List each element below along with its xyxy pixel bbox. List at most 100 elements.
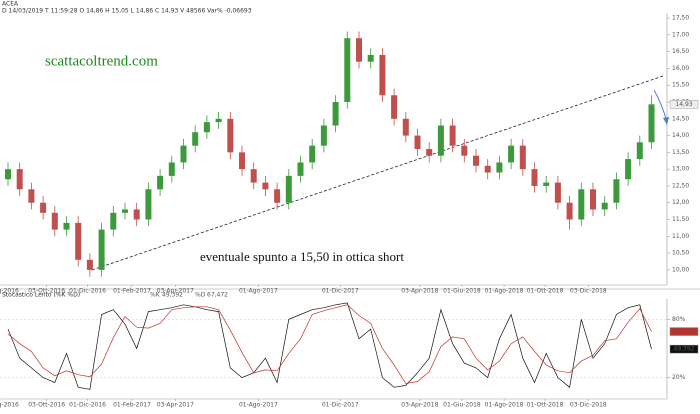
value-box-label: 49,392 [674,346,695,353]
y-tick-label: 11,00 [672,233,689,240]
y-tick-label: 80% [672,316,686,323]
candle-body [75,222,82,260]
candle-body [98,229,105,270]
x-tick-label: 01-Dic-2017 [322,288,359,295]
candle-body [239,152,245,170]
candle-body [508,145,515,163]
x-tick-label: 03-Ott-2016 [28,402,65,409]
candle-body [297,162,304,176]
x-tick-label: 01-Lug-2016 [0,402,19,409]
candle-body [461,145,468,156]
candle-body [262,182,269,190]
candle-body [531,169,538,186]
candle-body [391,95,398,119]
candle-body [367,54,374,62]
candle-body [636,142,643,160]
candle-body [613,179,620,203]
x-tick-label: 01-Ago-2018 [485,288,524,295]
y-tick-label: 14,00 [672,132,689,139]
candle-body [157,175,164,190]
candle-body [473,155,479,166]
candle-body [145,189,152,220]
candle-body [437,125,444,156]
candle-body [519,145,526,170]
y-tick-label: 17,00 [672,31,689,38]
candle-body [484,165,491,173]
x-tick-label: 01-Ago-2017 [239,288,278,295]
candle-body [648,104,655,143]
candle-body [554,182,561,203]
candle-body [578,189,585,220]
x-tick-label: 03-Apr-2017 [157,402,194,409]
y-tick-label: 10,50 [672,250,689,257]
x-tick-label: 01-Dic-2016 [69,402,106,409]
candle-body [590,189,596,210]
y-tick-label: 13,50 [672,149,689,156]
trendline [91,75,664,271]
candle-body [168,162,175,176]
x-tick-label: 01-Feb-2017 [113,402,151,409]
candle-body [344,38,351,102]
candle-body [215,118,222,123]
stoch-title: Stocastico Lento (%K %D) [2,292,80,299]
x-tick-label: 01-Giu-2018 [443,402,481,409]
y-tick-label: 17,50 [672,15,689,22]
y-tick-label: 15,50 [672,82,689,89]
candle-body [625,159,632,180]
candle-body [40,202,47,213]
x-tick-label: 01-Dic-2016 [69,288,106,295]
candle-body [250,169,257,183]
y-tick-label: 10,00 [672,266,689,273]
candle-body [414,135,421,149]
candle-body [402,118,409,136]
candle-body [16,169,23,190]
candle-body [122,209,128,213]
y-tick-label: 20% [672,374,686,381]
candle-body [496,162,503,173]
y-tick-label: 13,00 [672,166,689,173]
y-tick-label: 16,50 [672,48,689,55]
x-tick-label: 01-Ago-2018 [485,402,524,409]
x-tick-label: 03-Apr-2018 [401,288,438,295]
stoch-line [7,302,652,390]
candle-body [51,212,58,230]
candle-body [133,209,140,220]
y-tick-label: 16,00 [672,65,689,72]
y-tick-label: 12,50 [672,182,689,189]
candle-body [274,189,281,203]
legend-value: 49,392 [162,292,183,299]
chart-title: ACEA [2,1,19,8]
candle-body [28,189,35,203]
candle-body [180,145,187,163]
x-tick-label: 01-Ott-2018 [527,402,564,409]
x-tick-label: 01-Feb-2017 [113,288,151,295]
x-tick-label: 03-Dic-2018 [570,402,607,409]
value-box [669,344,699,354]
candle-body [285,175,292,203]
candle-body [309,145,316,163]
x-tick-label: 01-Giu-2018 [443,288,481,295]
candle-body [192,132,199,146]
candle-body [566,202,573,220]
chart-subtitle: D 14/03/2019 T 11:59:28 O 14,86 H 15,05 … [2,8,252,15]
candle-body [110,212,117,230]
value-box-label: 67,472 [674,328,695,335]
candle-body [63,222,70,230]
candle-body [5,169,11,180]
x-tick-label: 03-Dic-2018 [570,288,607,295]
stoch-line [7,304,652,384]
y-tick-label: 11,50 [672,216,689,223]
legend-label: %K [150,292,161,299]
candle-body [332,101,339,126]
legend-label: %D [195,292,206,299]
x-tick-label: 03-Ott-2016 [28,288,65,295]
y-tick-label: 12,00 [672,199,689,206]
value-box [669,327,699,336]
candle-body [543,182,550,186]
candle-body [356,38,362,62]
x-tick-label: 03-Apr-2018 [401,402,438,409]
legend-value: 67,472 [207,292,228,299]
candle-body [426,149,433,156]
candle-body [203,122,210,133]
